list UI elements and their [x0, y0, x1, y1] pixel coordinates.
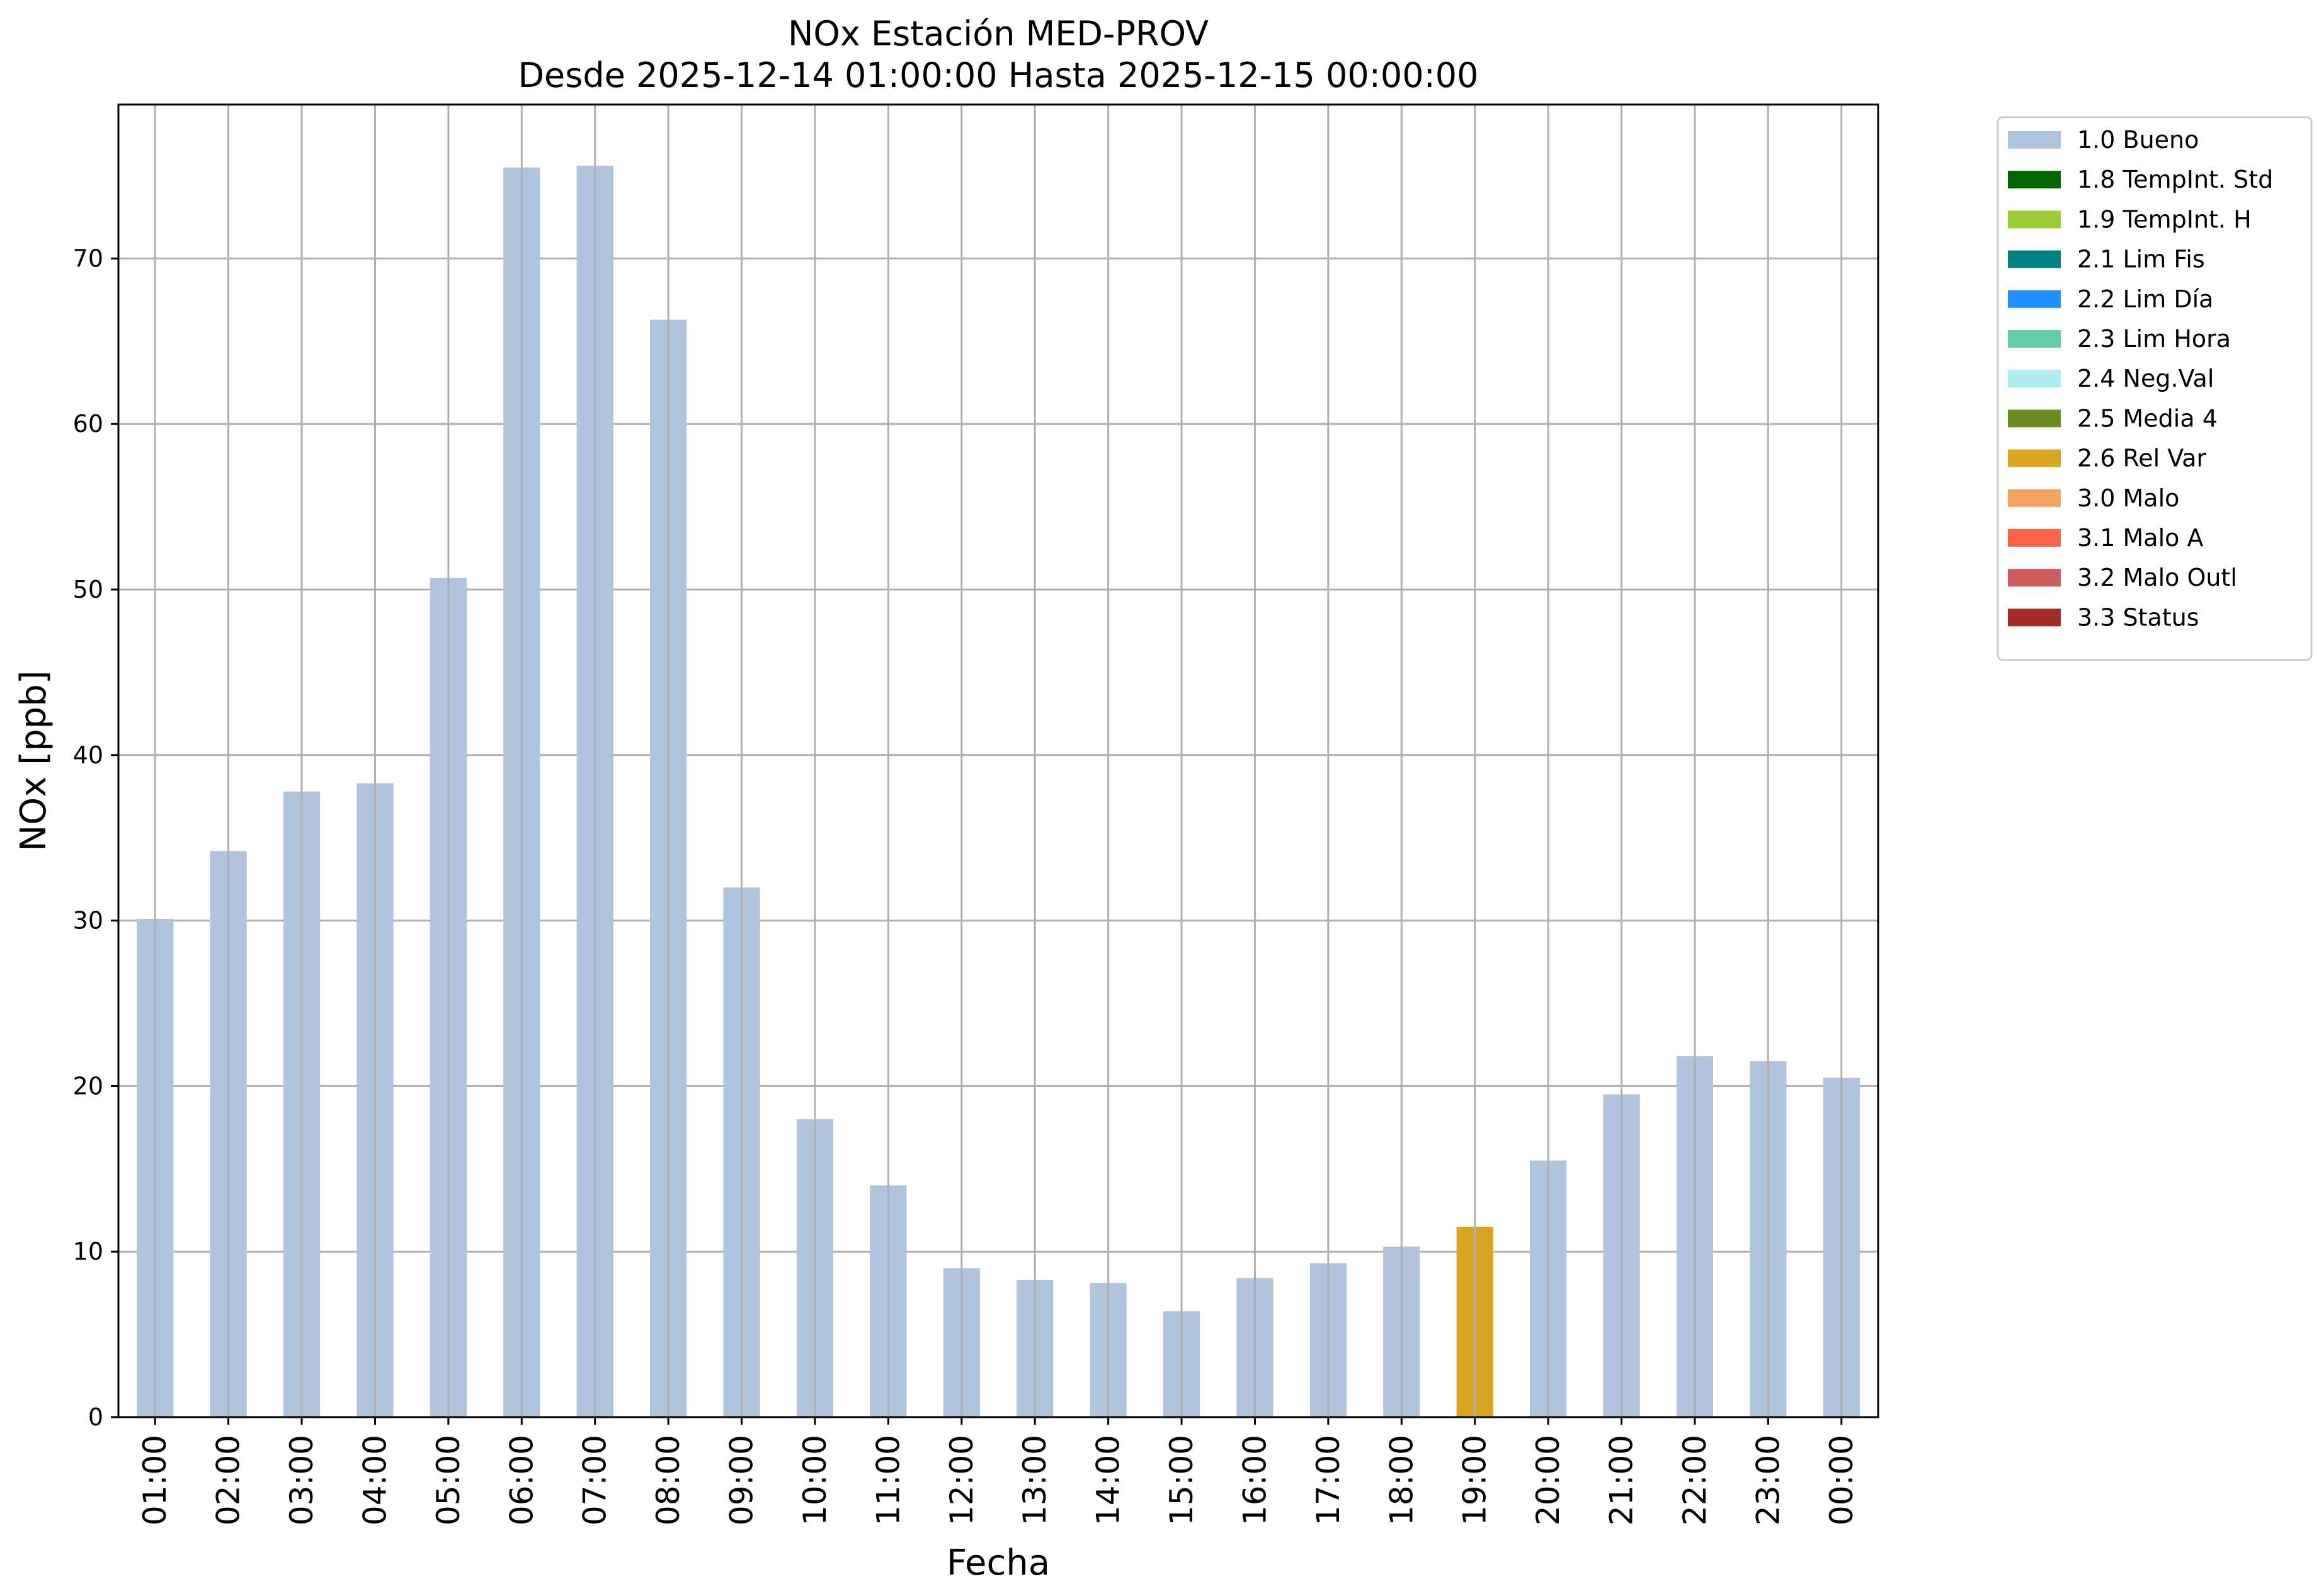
- x-tick-label: 05:00: [430, 1435, 467, 1525]
- y-tick-label: 70: [73, 244, 103, 272]
- x-tick-label: 12:00: [943, 1435, 980, 1525]
- x-tick-label: 00:00: [1823, 1435, 1860, 1525]
- legend-swatch: [2008, 569, 2061, 587]
- y-tick-label: 60: [73, 410, 103, 438]
- y-tick-label: 10: [73, 1238, 103, 1265]
- plot-area: [118, 105, 1878, 1417]
- legend-frame: [1997, 116, 2313, 661]
- legend-label: 2.4 Neg.Val: [2077, 365, 2214, 392]
- chart-subtitle-line: Desde 2025-12-14 01:00:00 Hasta 2025-12-…: [518, 55, 1478, 95]
- legend-swatch: [2008, 529, 2061, 547]
- x-tick-label: 07:00: [577, 1435, 613, 1525]
- legend-label: 1.9 TempInt. H: [2077, 205, 2252, 233]
- vertical-grid-lines: [154, 105, 1843, 1417]
- y-tick-label: 0: [88, 1403, 103, 1431]
- x-tick-label: 01:00: [137, 1435, 173, 1525]
- x-axis-label: Fecha: [947, 1542, 1050, 1583]
- x-tick-label: 18:00: [1383, 1435, 1420, 1525]
- legend-swatch: [2008, 171, 2061, 189]
- legend-swatch: [2008, 290, 2061, 308]
- legend-swatch: [2008, 330, 2061, 348]
- y-tick-label: 50: [73, 576, 103, 603]
- chart-title: NOx Estación MED-PROV Desde 2025-12-14 0…: [518, 14, 1478, 95]
- legend: 1.0 Bueno 1.8 TempInt. Std 1.9 TempInt. H 2…: [1997, 116, 2313, 661]
- x-tick-label: 20:00: [1530, 1435, 1566, 1525]
- y-axis-ticks: 0 10 20 30 40 50 60 70: [73, 244, 118, 1431]
- legend-label: 2.6 Rel Var: [2077, 445, 2207, 472]
- x-tick-label: 02:00: [210, 1435, 247, 1525]
- legend-swatch: [2008, 210, 2061, 229]
- x-tick-label: 15:00: [1163, 1435, 1200, 1525]
- x-tick-label: 16:00: [1236, 1435, 1273, 1525]
- x-tick-label: 03:00: [283, 1435, 320, 1525]
- x-tick-label: 14:00: [1090, 1435, 1127, 1525]
- legend-swatch: [2008, 449, 2061, 467]
- legend-swatch: [2008, 370, 2061, 388]
- chart-title-line: NOx Estación MED-PROV: [788, 14, 1209, 54]
- legend-label: 3.3 Status: [2077, 603, 2199, 631]
- legend-label: 2.5 Media 4: [2077, 404, 2218, 432]
- x-tick-label: 09:00: [724, 1435, 760, 1525]
- legend-label: 3.2 Malo Outl: [2077, 564, 2237, 591]
- x-tick-label: 06:00: [503, 1435, 540, 1525]
- x-tick-label: 04:00: [356, 1435, 393, 1525]
- y-tick-label: 30: [73, 907, 103, 935]
- x-tick-label: 11:00: [870, 1435, 906, 1525]
- x-tick-label: 08:00: [650, 1435, 687, 1525]
- legend-label: 3.1 Malo A: [2077, 524, 2203, 552]
- legend-swatch: [2008, 131, 2061, 149]
- y-tick-label: 20: [73, 1072, 103, 1100]
- legend-label: 2.3 Lim Hora: [2077, 325, 2231, 353]
- x-tick-label: 22:00: [1677, 1435, 1713, 1525]
- legend-label: 2.2 Lim Día: [2077, 285, 2213, 313]
- legend-label: 1.0 Bueno: [2077, 126, 2199, 154]
- legend-swatch: [2008, 250, 2061, 268]
- x-tick-label: 13:00: [1017, 1435, 1053, 1525]
- x-tick-label: 21:00: [1604, 1435, 1640, 1525]
- x-tick-label: 19:00: [1457, 1435, 1493, 1525]
- x-tick-label: 10:00: [797, 1435, 833, 1525]
- x-tick-label: 23:00: [1750, 1435, 1786, 1525]
- legend-swatch: [2008, 608, 2061, 627]
- x-axis-ticks: 01:00 02:00 03:00 04:00 05:00 06:00 07:00 08:00…: [137, 1417, 1860, 1525]
- legend-swatch: [2008, 489, 2061, 507]
- legend-label: 2.1 Lim Fis: [2077, 246, 2205, 273]
- y-tick-label: 40: [73, 741, 103, 769]
- legend-label: 3.0 Malo: [2077, 484, 2179, 512]
- plot-frame: [117, 103, 1879, 1418]
- legend-swatch: [2008, 409, 2061, 428]
- y-axis-label: NOx [ppb]: [13, 670, 54, 851]
- legend-label: 1.8 TempInt. Std: [2077, 166, 2273, 193]
- x-tick-label: 17:00: [1310, 1435, 1347, 1525]
